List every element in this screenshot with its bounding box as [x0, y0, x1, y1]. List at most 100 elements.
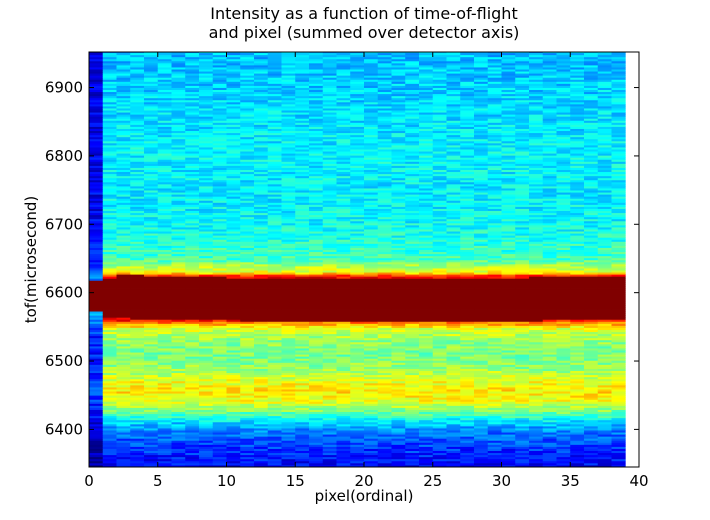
heatmap-cell [226, 255, 241, 259]
heatmap-cell [391, 423, 406, 427]
heatmap-cell [212, 407, 227, 410]
heatmap-cell [405, 229, 420, 232]
heatmap-cell [240, 307, 255, 310]
heatmap-cell [267, 124, 282, 127]
heatmap-cell [281, 103, 296, 107]
heatmap-cell [267, 360, 282, 363]
heatmap-cell [171, 128, 186, 132]
heatmap-cell [267, 327, 282, 330]
heatmap-cell [171, 212, 186, 216]
heatmap-cell [226, 95, 241, 99]
heatmap-cell [185, 415, 200, 419]
heatmap-cell [144, 331, 159, 335]
heatmap-cell [212, 212, 227, 216]
heatmap-cell [130, 60, 145, 64]
heatmap-cell [89, 52, 104, 56]
heatmap-cell [171, 126, 186, 129]
heatmap-cell [102, 229, 117, 232]
heatmap-cell [364, 144, 379, 148]
heatmap-cell [377, 360, 392, 363]
heatmap-cell [254, 339, 269, 343]
heatmap-cell [157, 54, 172, 58]
heatmap-cell [130, 395, 145, 398]
heatmap-cell [391, 425, 406, 429]
heatmap-cell [102, 309, 117, 312]
heatmap-cell [212, 83, 227, 86]
heatmap-cell [240, 169, 255, 173]
heatmap-cell [116, 393, 131, 396]
heatmap-cell [199, 393, 214, 396]
heatmap-cell [295, 155, 310, 158]
heatmap-cell [240, 339, 255, 343]
heatmap-cell [350, 214, 365, 218]
heatmap-cell [336, 159, 351, 162]
heatmap-cell [212, 288, 227, 292]
heatmap-cell [157, 343, 172, 347]
heatmap-cell [254, 403, 269, 406]
heatmap-cell [144, 360, 159, 363]
heatmap-cell [350, 124, 365, 127]
heatmap-cell [130, 382, 145, 386]
heatmap-cell [240, 257, 255, 261]
heatmap-cell [391, 333, 406, 337]
heatmap-cell [89, 120, 104, 123]
heatmap-cell [336, 171, 351, 175]
heatmap-cell [240, 348, 255, 351]
heatmap-cell [102, 337, 117, 341]
heatmap-cell [322, 124, 337, 127]
heatmap-cell [171, 206, 186, 209]
heatmap-cell [199, 198, 214, 201]
heatmap-cell [89, 263, 104, 267]
heatmap-cell [254, 294, 269, 298]
heatmap-cell [377, 372, 392, 376]
heatmap-cell [130, 95, 145, 99]
heatmap-cell [89, 337, 104, 341]
heatmap-cell [116, 192, 131, 195]
heatmap-cell [130, 206, 145, 209]
heatmap-cell [226, 253, 241, 257]
heatmap-cell [254, 89, 269, 93]
heatmap-cell [350, 352, 365, 355]
heatmap-cell [102, 411, 117, 415]
heatmap-cell [350, 364, 365, 367]
heatmap-cell [281, 190, 296, 193]
heatmap-cell [102, 188, 117, 191]
heatmap-cell [240, 245, 255, 248]
heatmap-cell [144, 204, 159, 207]
heatmap-cell [364, 407, 379, 410]
heatmap-cell [254, 134, 269, 138]
heatmap-cell [226, 136, 241, 140]
heatmap-cell [364, 415, 379, 419]
heatmap-cell [377, 233, 392, 236]
heatmap-cell [405, 294, 420, 298]
heatmap-cell [102, 298, 117, 302]
heatmap-cell [405, 91, 420, 95]
heatmap-cell [130, 83, 145, 86]
heatmap-cell [295, 438, 310, 441]
heatmap-cell [254, 421, 269, 425]
heatmap-cell [377, 401, 392, 404]
heatmap-cell [364, 366, 379, 369]
heatmap-cell [336, 62, 351, 66]
heatmap-cell [309, 428, 324, 431]
heatmap-cell [130, 270, 145, 273]
heatmap-cell [281, 116, 296, 119]
heatmap-cell [281, 167, 296, 170]
heatmap-cell [144, 126, 159, 129]
heatmap-cell [350, 177, 365, 181]
heatmap-cell [226, 290, 241, 294]
heatmap-cell [350, 356, 365, 359]
heatmap-cell [419, 434, 434, 437]
heatmap-cell [212, 300, 227, 304]
heatmap-cell [336, 337, 351, 341]
heatmap-cell [89, 175, 104, 179]
heatmap-cell [116, 409, 131, 413]
heatmap-cell [309, 87, 324, 90]
heatmap-cell [171, 175, 186, 179]
heatmap-cell [405, 194, 420, 197]
heatmap-cell [254, 132, 269, 136]
heatmap-cell [254, 101, 269, 105]
heatmap-cell [102, 319, 117, 322]
heatmap-cell [116, 419, 131, 423]
heatmap-cell [240, 356, 255, 359]
